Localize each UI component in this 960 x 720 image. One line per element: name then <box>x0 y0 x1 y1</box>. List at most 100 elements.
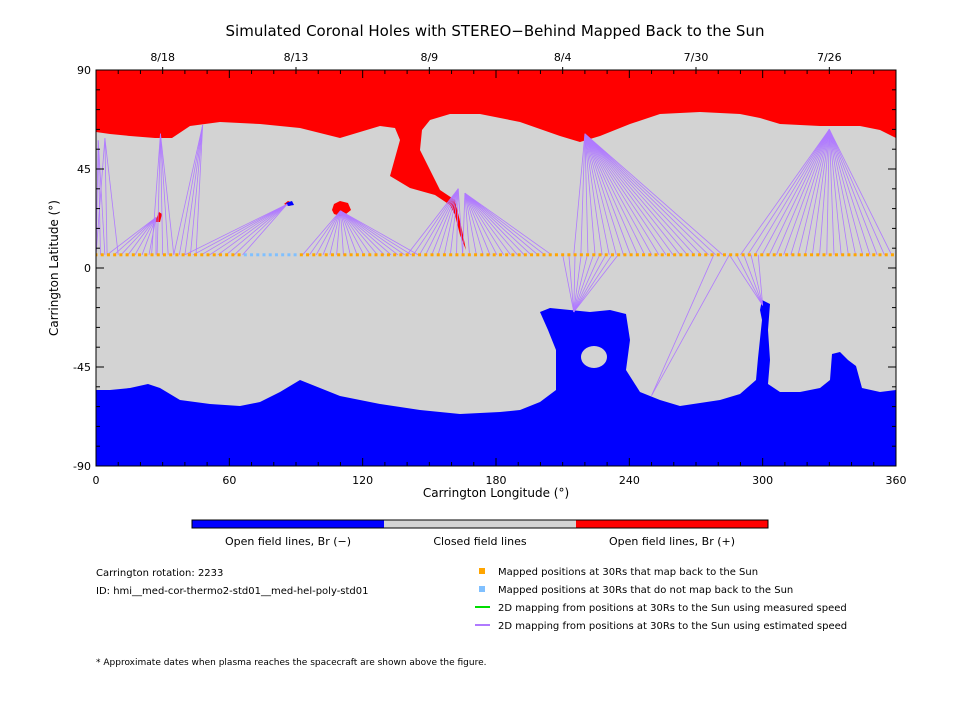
mapped-point <box>355 253 359 257</box>
field-line <box>97 140 106 255</box>
mapped-point <box>797 253 801 257</box>
field-line <box>828 129 878 255</box>
mapped-point <box>778 253 782 257</box>
mapped-point <box>517 253 521 257</box>
field-line <box>329 210 341 255</box>
field-line <box>584 133 646 255</box>
field-line <box>464 192 532 256</box>
mapped-point <box>492 253 496 257</box>
mapped-point <box>673 253 677 257</box>
footnote: * Approximate dates when plasma reaches … <box>96 658 487 668</box>
mapped-point <box>187 253 191 257</box>
mapped-point <box>890 253 894 257</box>
mapped-point <box>430 253 434 257</box>
field-line <box>584 133 723 256</box>
mapped-point <box>791 253 795 257</box>
y-tick-label: 45 <box>77 163 91 176</box>
open-negative-region <box>96 300 896 466</box>
field-line <box>584 133 660 256</box>
mapped-point <box>405 253 409 257</box>
field-line <box>747 129 830 256</box>
mapped-point <box>810 253 814 257</box>
unmapped-point <box>281 253 285 257</box>
field-line <box>464 192 505 256</box>
mapped-point <box>511 253 515 257</box>
mapped-point <box>169 253 173 257</box>
field-line <box>190 124 204 255</box>
field-line <box>322 210 341 255</box>
field-line <box>797 129 830 255</box>
colorbar-label: Open field lines, Br (+) <box>609 535 735 548</box>
mapped-point <box>306 253 310 257</box>
mapped-point <box>872 253 876 257</box>
field-line <box>464 193 491 255</box>
field-line <box>340 210 399 256</box>
field-line <box>743 254 764 306</box>
legend-label: Mapped positions at 30Rs that map back t… <box>498 567 758 578</box>
field-line <box>113 217 157 256</box>
mapped-point <box>642 253 646 257</box>
colorbar-frame <box>191 519 769 529</box>
field-line <box>584 133 681 256</box>
x-tick-labels: 0 60 120 180 240 300 360 <box>93 474 907 487</box>
mapped-point <box>393 253 397 257</box>
field-line <box>573 133 586 255</box>
field-line <box>156 133 161 255</box>
x-tick-label: 60 <box>222 474 236 487</box>
field-line <box>340 210 351 255</box>
legend-marker <box>479 568 485 574</box>
mapped-point <box>536 253 540 257</box>
field-line <box>757 254 764 306</box>
mapped-point <box>362 253 366 257</box>
field-line <box>406 188 459 256</box>
field-line <box>776 129 830 255</box>
mapped-point <box>113 253 117 257</box>
mapped-point <box>498 253 502 257</box>
mapped-point <box>847 253 851 257</box>
field-line <box>242 203 288 256</box>
field-line <box>464 192 545 256</box>
field-line <box>761 129 830 255</box>
mapped-point <box>200 253 204 257</box>
x-tick-label: 120 <box>352 474 373 487</box>
unmapped-point <box>287 253 291 257</box>
x-tick-label: 360 <box>886 474 907 487</box>
field-line <box>96 138 106 255</box>
mapped-point <box>156 253 160 257</box>
field-line <box>573 254 588 313</box>
mapped-point <box>741 253 745 257</box>
field-line <box>464 193 484 255</box>
mapped-point <box>299 253 303 257</box>
mapped-point <box>623 253 627 257</box>
mapped-point <box>561 253 565 257</box>
mapped-point <box>337 253 341 257</box>
field-line <box>828 129 864 255</box>
mapped-point <box>449 253 453 257</box>
mapped-point <box>175 253 179 257</box>
field-line <box>464 193 477 255</box>
field-line <box>584 133 702 256</box>
field-line <box>340 210 371 256</box>
field-line <box>340 210 365 255</box>
field-line <box>464 193 498 255</box>
mapped-point <box>231 253 235 257</box>
field-line <box>828 129 849 255</box>
field-line <box>134 217 157 255</box>
field-line <box>584 133 667 256</box>
mapped-point <box>380 253 384 257</box>
legend-label: 2D mapping from positions at 30Rs to the… <box>498 621 847 632</box>
mapped-point <box>125 253 129 257</box>
y-axis-label: Carrington Latitude (°) <box>47 200 61 336</box>
mapped-point <box>666 253 670 257</box>
unmapped-point <box>262 253 266 257</box>
x-axis-label: Carrington Longitude (°) <box>423 486 569 500</box>
mapped-point <box>399 253 403 257</box>
mapped-point <box>237 253 241 257</box>
field-line <box>573 254 601 313</box>
field-line <box>412 188 459 256</box>
field-line <box>584 133 610 255</box>
y-tick-label: 90 <box>77 64 91 77</box>
x-tick-label: 180 <box>486 474 507 487</box>
field-line <box>184 124 204 255</box>
field-line <box>462 193 466 255</box>
